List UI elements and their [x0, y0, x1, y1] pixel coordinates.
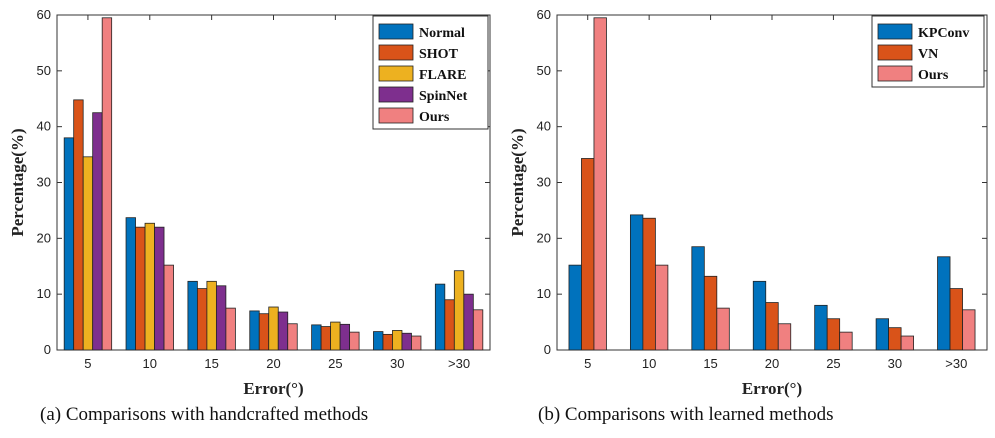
bar: [642, 217, 656, 351]
legend-swatch: [378, 23, 414, 40]
bar: [937, 256, 951, 351]
bar: [225, 307, 236, 351]
legend-label: Ours: [419, 110, 450, 125]
bar: [765, 302, 779, 351]
bar: [581, 158, 595, 351]
bar: [691, 246, 705, 351]
x-tick-label: 30: [390, 356, 404, 371]
y-tick-label: 40: [37, 119, 51, 134]
x-tick-label: 20: [765, 356, 779, 371]
y-axis-label: Percentage(%): [8, 128, 27, 236]
legend-label: Normal: [419, 26, 465, 41]
y-tick-label: 30: [537, 175, 551, 190]
y-tick-label: 0: [544, 342, 551, 357]
y-tick-label: 30: [37, 175, 51, 190]
x-tick-label: 5: [584, 356, 591, 371]
bar: [654, 264, 669, 351]
y-tick-label: 50: [537, 63, 551, 78]
caption-handcrafted: (a) Comparisons with handcrafted methods: [40, 404, 369, 425]
legend-label: VN: [918, 47, 938, 62]
x-tick-label: 10: [143, 356, 157, 371]
legend-swatch: [877, 44, 913, 61]
caption-learned: (b) Comparisons with learned methods: [538, 404, 834, 425]
legend-swatch: [378, 86, 414, 103]
x-tick-label: 25: [328, 356, 342, 371]
bar: [900, 335, 915, 351]
y-tick-label: 10: [537, 286, 551, 301]
y-tick-label: 20: [37, 230, 51, 245]
x-tick-label: >30: [448, 356, 470, 371]
bar: [163, 264, 174, 351]
bar: [411, 335, 422, 351]
bar: [568, 264, 582, 351]
bar: [287, 323, 298, 351]
y-axis-label: Percentage(%): [508, 128, 527, 236]
x-tick-label: 15: [703, 356, 717, 371]
y-tick-label: 0: [44, 342, 51, 357]
bar: [962, 309, 976, 351]
legend-label: Ours: [918, 68, 949, 83]
legend-label: FLARE: [419, 68, 466, 83]
bar: [101, 17, 113, 351]
x-tick-label: 20: [266, 356, 280, 371]
legend-swatch: [378, 65, 414, 82]
bar: [814, 304, 828, 351]
x-tick-label: 30: [888, 356, 902, 371]
x-tick-label: >30: [945, 356, 967, 371]
y-tick-label: 10: [37, 286, 51, 301]
bar: [888, 327, 902, 351]
bar: [716, 307, 730, 351]
x-tick-label: 15: [204, 356, 218, 371]
bar: [349, 331, 360, 351]
legend-swatch: [877, 23, 913, 40]
bar: [949, 288, 963, 351]
x-tick-label: 25: [826, 356, 840, 371]
bar: [703, 275, 718, 351]
legend-swatch: [378, 107, 414, 124]
legend-label: SHOT: [419, 47, 459, 62]
bar: [593, 17, 607, 351]
legend-swatch: [877, 65, 913, 82]
y-tick-label: 50: [37, 63, 51, 78]
legend-label: KPConv: [918, 26, 969, 41]
bar: [472, 309, 484, 351]
bar: [777, 323, 792, 351]
bar: [826, 318, 841, 351]
bar: [875, 318, 890, 351]
bar: [839, 331, 853, 351]
x-axis-label: Error(°): [742, 379, 802, 398]
x-tick-label: 5: [84, 356, 91, 371]
bar: [752, 280, 767, 351]
bar: [629, 214, 644, 351]
y-tick-label: 60: [37, 7, 51, 22]
legend-swatch: [378, 44, 414, 61]
x-tick-label: 10: [642, 356, 656, 371]
legend-label: SpinNet: [419, 89, 468, 104]
x-axis-label: Error(°): [243, 379, 303, 398]
y-tick-label: 60: [537, 7, 551, 22]
y-tick-label: 40: [537, 119, 551, 134]
y-tick-label: 20: [537, 230, 551, 245]
